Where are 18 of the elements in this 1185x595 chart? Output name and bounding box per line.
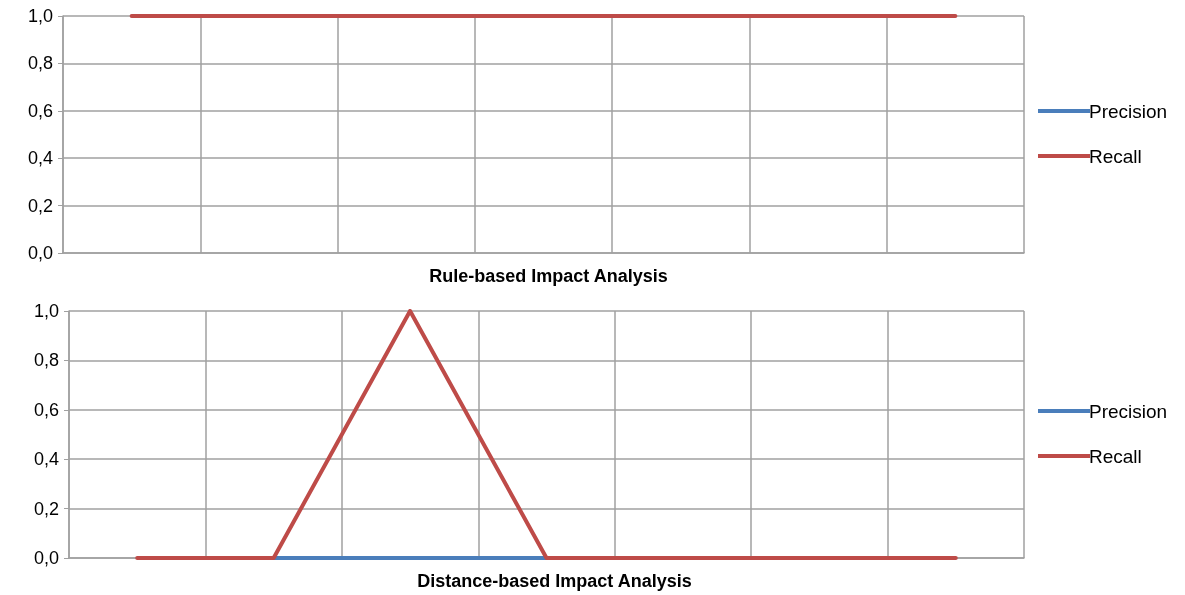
legend-label: Recall (1089, 145, 1142, 167)
legend-label: Recall (1089, 445, 1142, 467)
y-tick-label: 0,6 (27, 100, 53, 121)
text: Distance-based Impact Analysis (417, 571, 692, 591)
y-tick-label: 0,0 (33, 548, 59, 568)
y-tick-label: 0,4 (27, 148, 53, 169)
legend-label: Precision (1089, 400, 1168, 422)
y-tick-label: 0,8 (33, 350, 59, 371)
y-tick-label: 0,2 (33, 498, 59, 519)
y-tick-label: 0,6 (33, 399, 59, 420)
y-tick-label: 0,8 (27, 53, 53, 74)
y-tick-label: 1,0 (33, 301, 59, 321)
y-tick-label: 0,2 (27, 195, 53, 216)
y-tick-label: 0,0 (27, 243, 53, 263)
y-tick-label: 1,0 (27, 6, 53, 26)
legend-label: Precision (1089, 100, 1168, 122)
y-tick-label: 0,4 (33, 449, 59, 470)
text: Rule-based Impact Analysis (429, 266, 668, 286)
